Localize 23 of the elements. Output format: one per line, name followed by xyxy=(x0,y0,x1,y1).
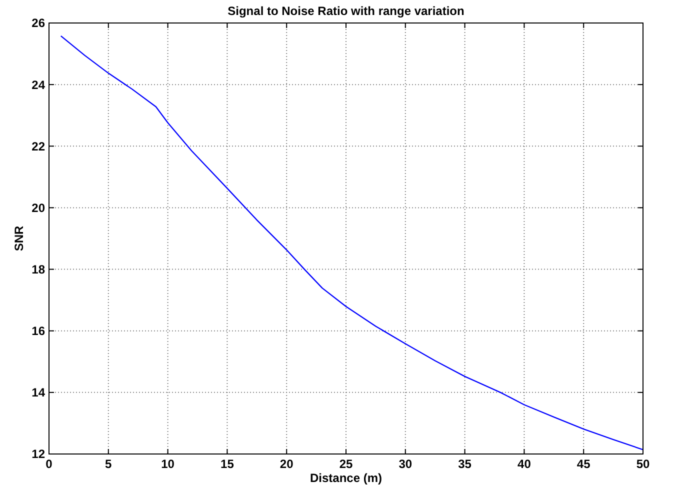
x-tick-label: 45 xyxy=(576,457,591,471)
y-tick-label: 20 xyxy=(32,200,46,215)
x-tick-label: 50 xyxy=(636,457,650,471)
y-tick-label: 16 xyxy=(32,324,46,338)
y-tick-label: 18 xyxy=(32,262,46,276)
y-tick-label: 26 xyxy=(32,16,46,30)
x-tick-label: 10 xyxy=(161,457,175,471)
x-axis-title: Distance (m) xyxy=(310,471,382,485)
chart-title: Signal to Noise Ratio with range variation xyxy=(228,4,464,18)
x-tick-label: 30 xyxy=(398,457,412,471)
x-tick-label: 25 xyxy=(339,457,353,471)
y-tick-label: 12 xyxy=(32,447,46,462)
y-tick-label: 24 xyxy=(32,78,46,92)
x-tick-label: 15 xyxy=(220,457,234,471)
x-tick-label: 20 xyxy=(280,457,294,471)
line-series xyxy=(60,35,644,450)
y-tick-label: 22 xyxy=(32,139,46,154)
x-tick-label: 0 xyxy=(46,457,53,471)
x-tick-label: 40 xyxy=(518,457,532,471)
x-tick-label: 5 xyxy=(105,457,112,471)
y-axis-title: SNR xyxy=(12,226,26,252)
y-tick-label: 14 xyxy=(32,386,46,400)
x-tick-label: 35 xyxy=(458,457,472,471)
